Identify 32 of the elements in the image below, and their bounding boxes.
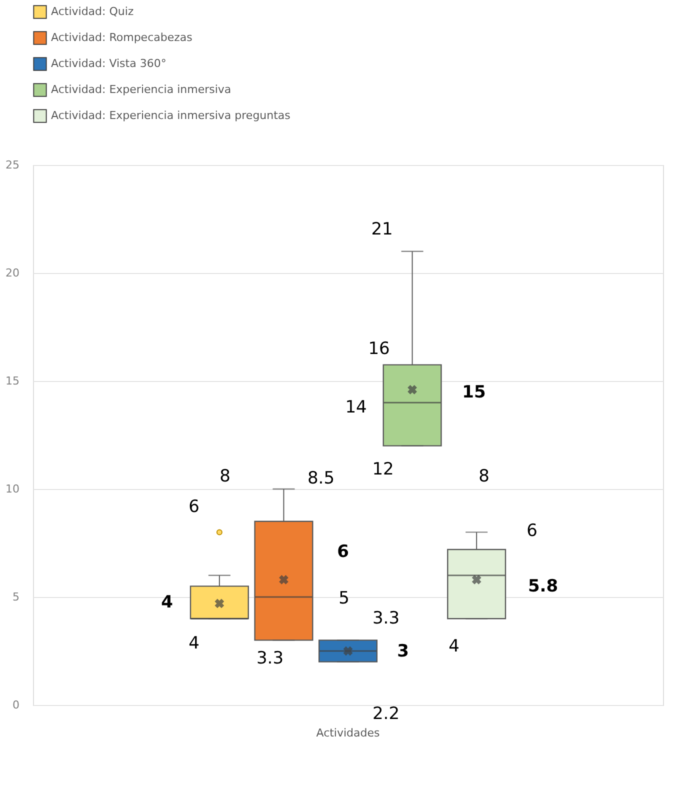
annotation: 4 xyxy=(161,592,174,613)
y-tick-label: 5 xyxy=(12,590,20,604)
annotation: 4 xyxy=(448,636,460,656)
annotation: 8 xyxy=(478,466,490,486)
annotation: 8.5 xyxy=(307,468,335,488)
legend-label: Actividad: Experiencia inmersiva preguntas xyxy=(51,109,291,122)
annotation: 6 xyxy=(526,520,538,541)
legend-label: Actividad: Experiencia inmersiva xyxy=(51,83,232,96)
legend-label: Actividad: Vista 360° xyxy=(51,57,166,70)
annotation: 15 xyxy=(462,382,486,403)
annotation: 5.8 xyxy=(528,576,558,597)
y-tick-label: 15 xyxy=(6,374,20,388)
annotation: 16 xyxy=(368,338,390,359)
annotation: 14 xyxy=(345,398,367,418)
x-tick-label: Actividades xyxy=(316,726,380,740)
annotation: 4 xyxy=(188,633,200,654)
y-tick-label: 10 xyxy=(6,482,20,496)
y-tick-label: 25 xyxy=(6,158,20,172)
y-tick-label: 20 xyxy=(6,266,20,280)
annotation: 6 xyxy=(188,497,200,518)
y-tick-label: 0 xyxy=(12,698,20,712)
annotation: 3.3 xyxy=(256,648,284,668)
annotation: 6 xyxy=(337,542,349,562)
legend-label: Actividad: Quiz xyxy=(51,5,134,18)
annotation: 21 xyxy=(371,220,393,240)
annotation: 8 xyxy=(220,466,230,486)
annotation: 2.2 xyxy=(372,704,400,724)
legend-label: Actividad: Rompecabezas xyxy=(51,31,193,44)
annotation: 3.3 xyxy=(372,608,400,628)
annotation: 5 xyxy=(338,588,350,609)
annotation: 3 xyxy=(397,641,409,662)
annotation: 12 xyxy=(372,459,394,480)
